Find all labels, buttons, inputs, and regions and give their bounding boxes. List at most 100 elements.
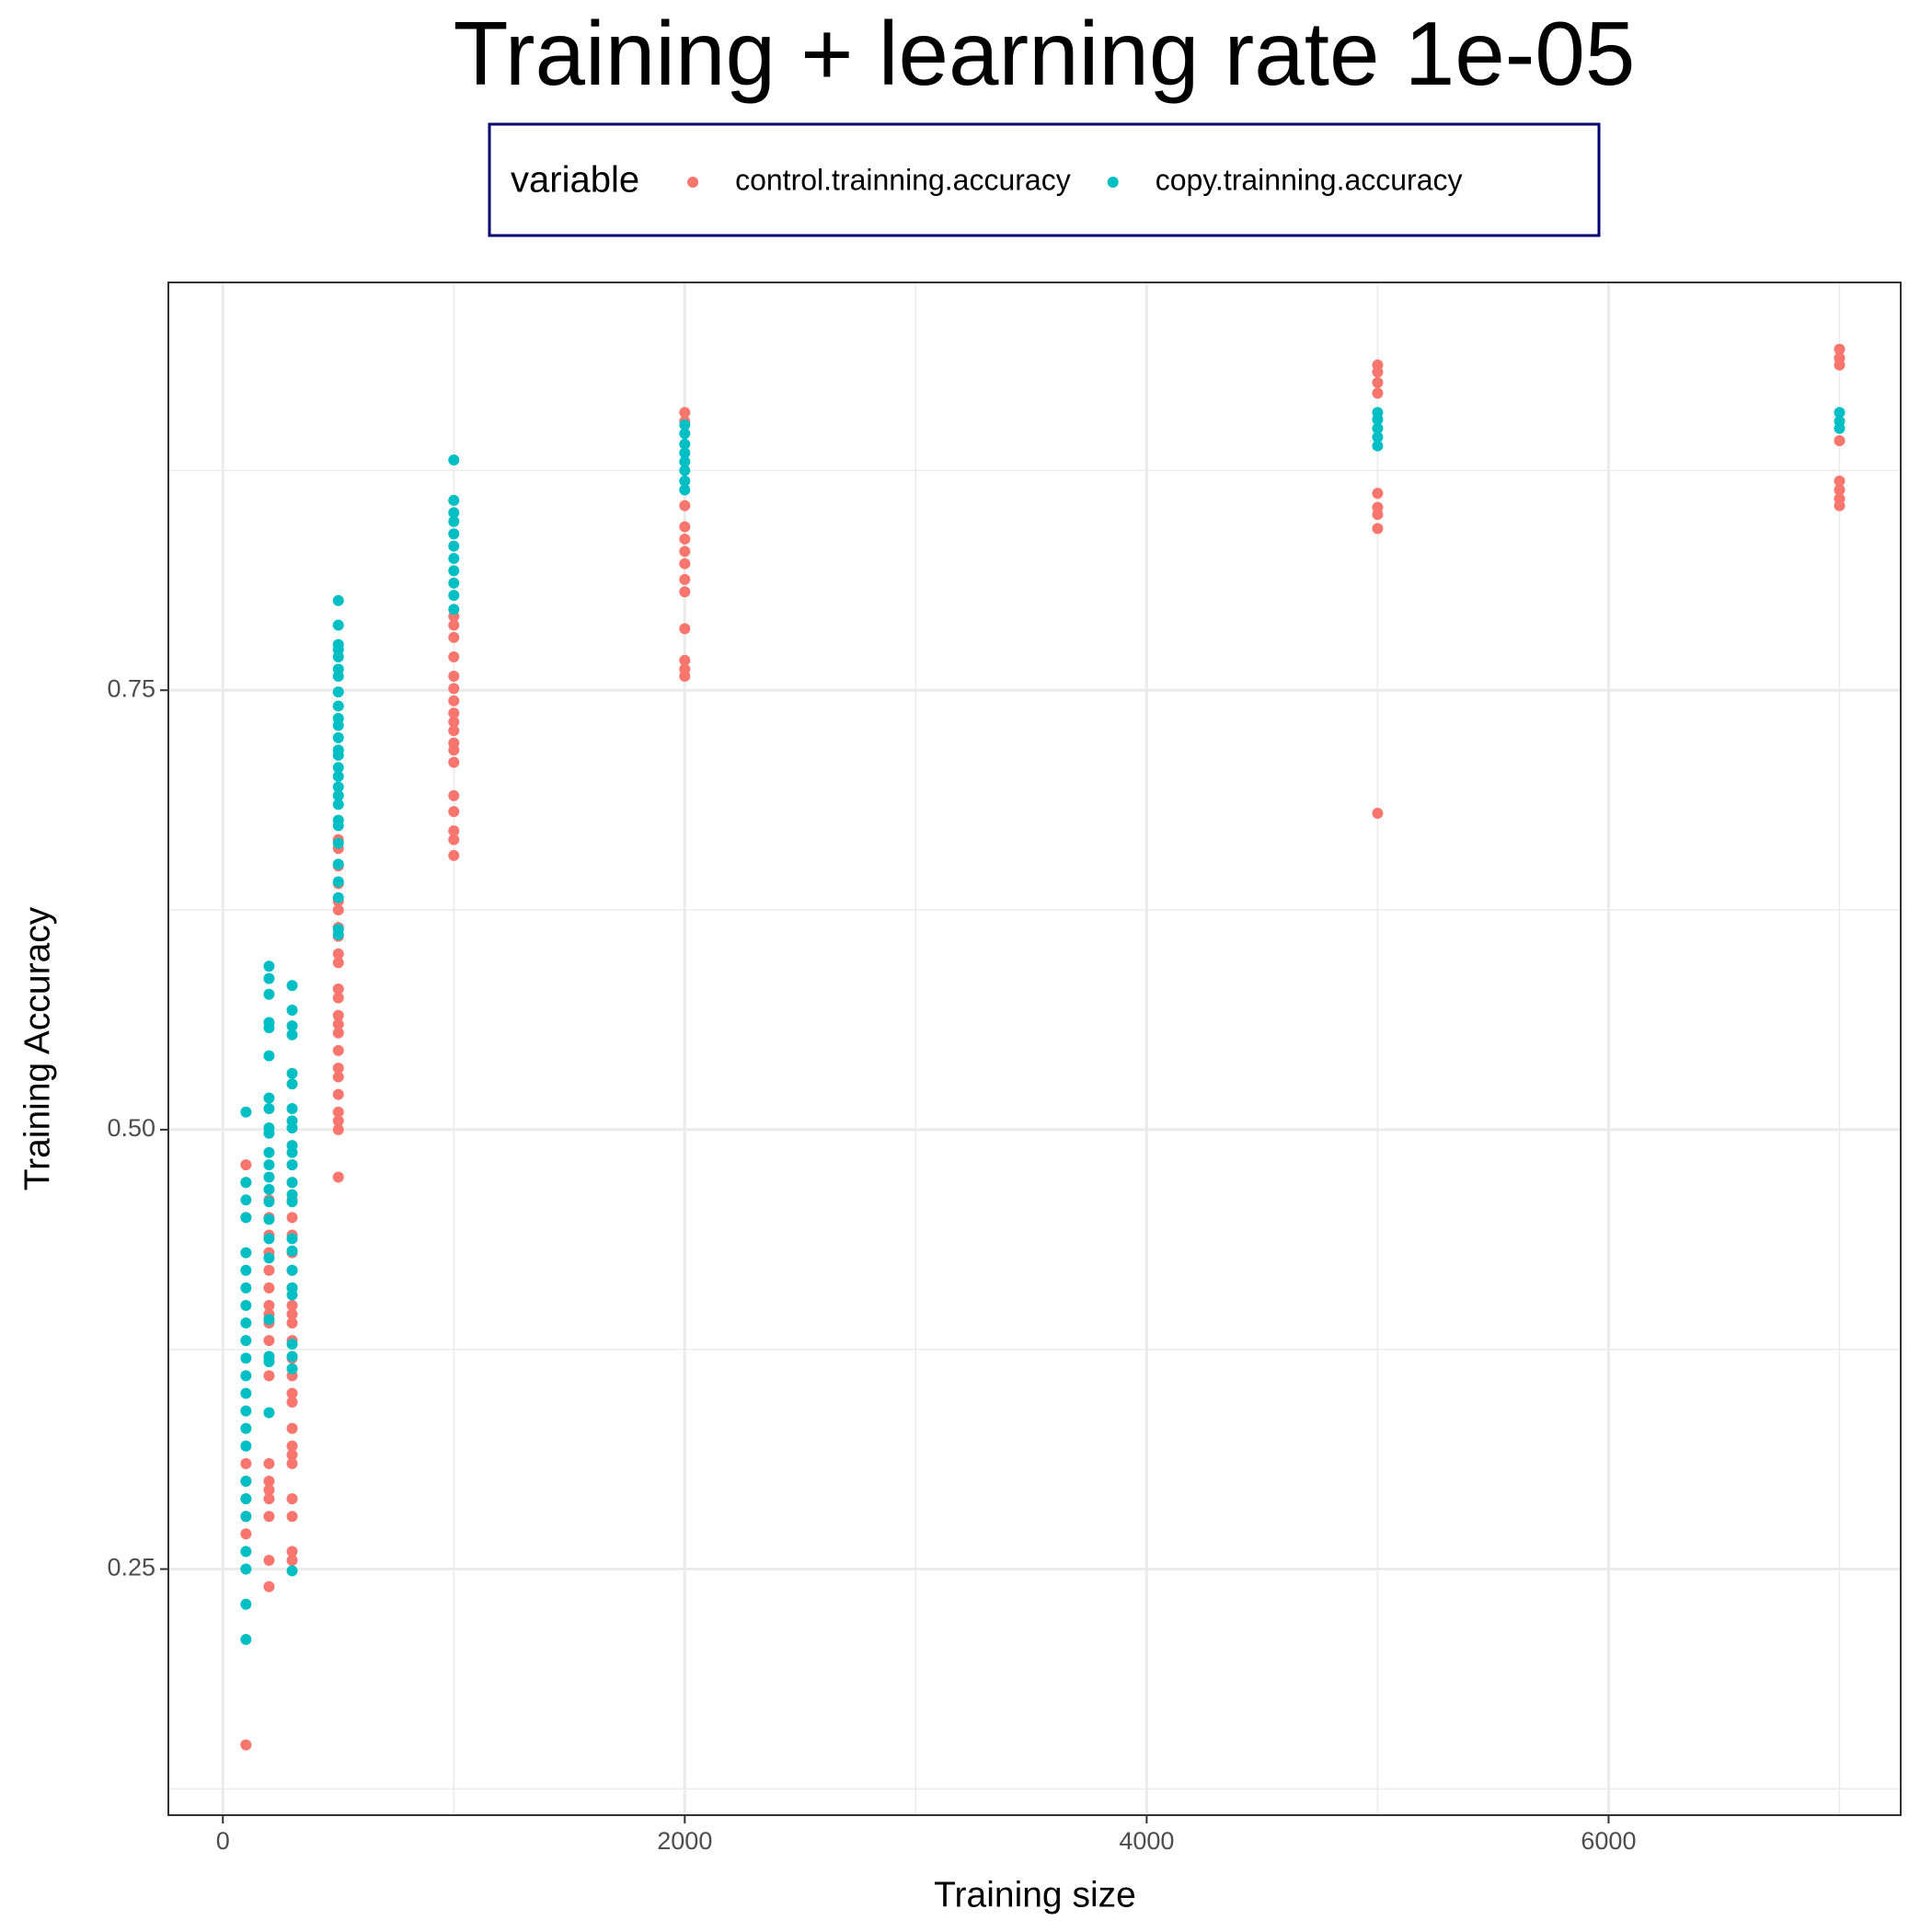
data-point xyxy=(448,756,460,768)
data-point xyxy=(286,1233,298,1245)
data-point xyxy=(286,1449,298,1461)
data-point xyxy=(263,1511,275,1523)
data-point xyxy=(286,1457,298,1469)
data-point xyxy=(448,744,460,756)
data-point xyxy=(286,1351,298,1363)
data-point xyxy=(263,972,275,984)
data-point xyxy=(263,1581,275,1593)
data-point xyxy=(263,960,275,972)
data-point xyxy=(1834,359,1846,371)
data-point xyxy=(240,1475,252,1487)
x-tick-label: 0 xyxy=(216,1827,230,1855)
data-point xyxy=(286,1317,298,1329)
data-point xyxy=(286,1554,298,1566)
data-point xyxy=(448,604,460,615)
data-point xyxy=(263,1127,275,1139)
data-point xyxy=(240,1177,252,1189)
data-point xyxy=(286,1078,298,1090)
data-point xyxy=(286,1177,298,1189)
data-point xyxy=(332,891,344,903)
data-point xyxy=(240,1194,252,1206)
data-point xyxy=(240,1370,252,1382)
data-point xyxy=(263,1050,275,1062)
data-point xyxy=(240,1739,252,1751)
data-point xyxy=(1834,343,1846,355)
data-point xyxy=(286,1102,298,1114)
data-point xyxy=(1372,431,1384,443)
data-point xyxy=(263,1356,275,1368)
data-point xyxy=(448,619,460,631)
data-point xyxy=(332,1123,344,1135)
data-point xyxy=(240,1352,252,1364)
data-point xyxy=(240,1563,252,1575)
data-point xyxy=(332,770,344,782)
legend-box xyxy=(488,122,1601,237)
data-point xyxy=(240,1528,252,1540)
data-point xyxy=(332,1071,344,1083)
data-point xyxy=(448,725,460,737)
data-point xyxy=(332,619,344,631)
data-point xyxy=(448,631,460,643)
data-point xyxy=(332,731,344,743)
data-point xyxy=(332,700,344,712)
data-point xyxy=(332,957,344,969)
data-point xyxy=(448,540,460,552)
data-point xyxy=(332,719,344,731)
data-point xyxy=(448,565,460,577)
data-point xyxy=(263,1314,275,1326)
x-tick-label: 2000 xyxy=(657,1827,712,1855)
data-point xyxy=(263,1022,275,1034)
data-point xyxy=(286,1363,298,1374)
data-point xyxy=(286,1121,298,1133)
data-point xyxy=(332,1115,344,1127)
data-point xyxy=(332,1027,344,1039)
data-point xyxy=(263,1159,275,1171)
data-point xyxy=(332,749,344,761)
data-point xyxy=(332,858,344,870)
data-point xyxy=(332,1171,344,1183)
data-point xyxy=(332,837,344,849)
data-point xyxy=(286,1387,298,1399)
data-point xyxy=(263,1171,275,1183)
plot-border xyxy=(167,282,1902,1816)
chart-title: Training + learning rate 1e-05 xyxy=(454,3,1636,104)
data-point xyxy=(448,515,460,527)
data-point xyxy=(263,1493,275,1505)
data-point xyxy=(286,1245,298,1257)
data-point xyxy=(448,552,460,564)
data-point xyxy=(332,799,344,811)
data-point xyxy=(1372,440,1384,452)
data-point xyxy=(332,1106,344,1118)
legend-label: control.trainning.accuracy xyxy=(735,163,1071,196)
data-point xyxy=(263,1299,275,1311)
data-point xyxy=(1372,807,1384,819)
data-point xyxy=(332,992,344,1004)
data-point xyxy=(286,1212,298,1224)
data-point xyxy=(286,1511,298,1523)
legend-marker xyxy=(687,177,699,188)
data-point xyxy=(286,1546,298,1558)
data-point xyxy=(1834,484,1846,496)
data-point xyxy=(448,590,460,602)
data-point xyxy=(286,1020,298,1032)
data-point xyxy=(263,1475,275,1487)
data-point xyxy=(263,1282,275,1294)
data-point xyxy=(286,1422,298,1434)
data-point xyxy=(263,988,275,1000)
data-point xyxy=(240,1511,252,1523)
data-point xyxy=(263,1252,275,1264)
y-tick-label: 0.50 xyxy=(107,1114,155,1142)
data-point xyxy=(332,762,344,774)
data-point xyxy=(332,1018,344,1030)
data-point xyxy=(263,1484,275,1496)
y-tick-label: 0.25 xyxy=(107,1554,155,1581)
data-point xyxy=(240,1405,252,1417)
data-point xyxy=(448,716,460,728)
data-point xyxy=(1372,366,1384,378)
data-point xyxy=(1834,434,1846,446)
data-point xyxy=(679,465,691,477)
data-point xyxy=(332,948,344,960)
data-point xyxy=(240,1247,252,1259)
data-point xyxy=(263,1264,275,1276)
